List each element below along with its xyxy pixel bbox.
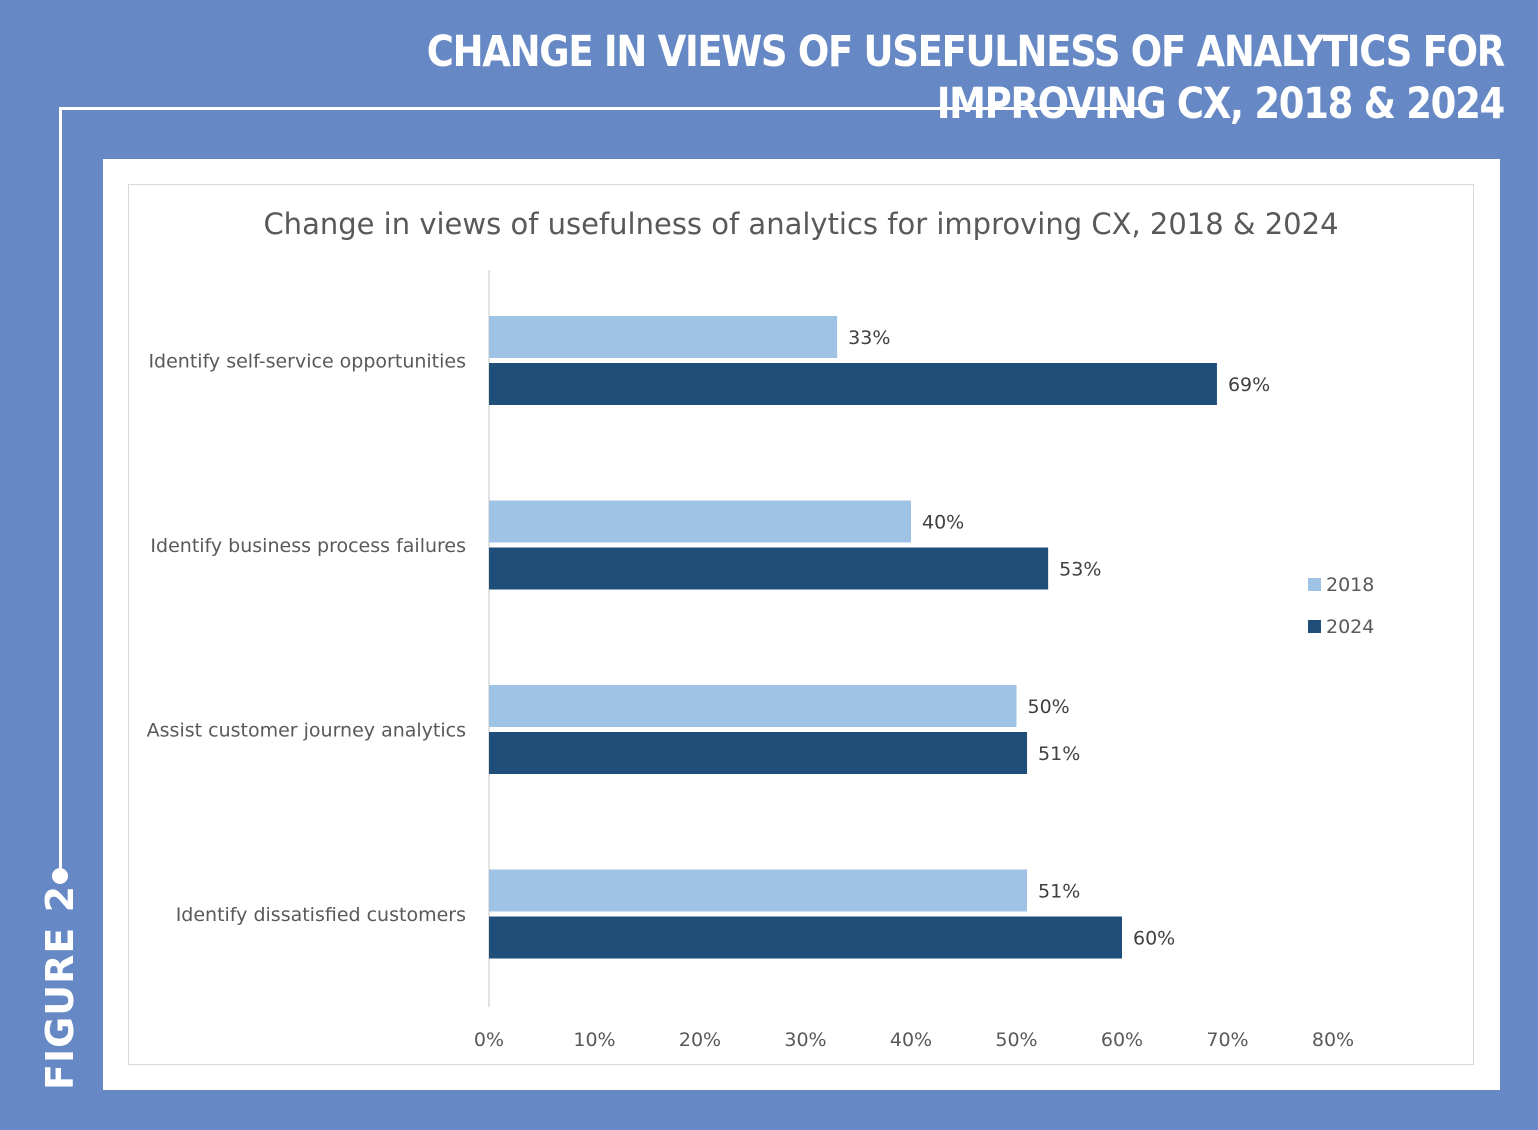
bar-2024 [489, 732, 1028, 774]
page-title: CHANGE IN VIEWS OF USEFULNESS OF ANALYTI… [426, 27, 1505, 129]
frame-line-horizontal [59, 107, 1140, 110]
chart-title: Change in views of usefulness of analyti… [263, 207, 1338, 241]
bar-2018 [489, 685, 1017, 727]
bar-2018 [489, 316, 838, 358]
legend-label: 2018 [1326, 574, 1374, 596]
bar-2018 [489, 869, 1028, 912]
data-label: 33% [848, 327, 890, 349]
legend-label: 2024 [1326, 616, 1374, 638]
category-label: Identify business process failures [150, 535, 466, 557]
x-tick-label: 80% [1312, 1029, 1354, 1051]
frame-line-vertical [59, 107, 62, 873]
bar-2024 [489, 363, 1217, 405]
data-label: 53% [1059, 559, 1101, 581]
x-tick-label: 30% [784, 1029, 826, 1051]
legend-swatch-2018 [1308, 578, 1321, 591]
bar-2018 [489, 500, 911, 543]
bar-2024 [489, 547, 1049, 590]
data-label: 51% [1038, 743, 1080, 765]
category-label: Assist customer journey analytics [147, 720, 466, 742]
x-tick-label: 0% [474, 1029, 504, 1051]
data-label: 40% [922, 512, 964, 534]
data-label: 50% [1028, 696, 1070, 718]
category-label: Identify dissatisfied customers [176, 904, 466, 926]
chart-area [128, 184, 1474, 1065]
frame-dot [52, 868, 68, 884]
x-tick-label: 50% [995, 1029, 1037, 1051]
legend-swatch-2024 [1308, 620, 1321, 633]
data-label: 51% [1038, 881, 1080, 903]
category-label: Identify self-service opportunities [148, 351, 466, 373]
data-label: 69% [1228, 374, 1270, 396]
data-label: 60% [1133, 928, 1175, 950]
x-tick-label: 20% [679, 1029, 721, 1051]
x-tick-label: 70% [1206, 1029, 1248, 1051]
x-tick-label: 40% [890, 1029, 932, 1051]
bar-2024 [489, 916, 1122, 959]
x-tick-label: 10% [573, 1029, 615, 1051]
x-tick-label: 60% [1101, 1029, 1143, 1051]
